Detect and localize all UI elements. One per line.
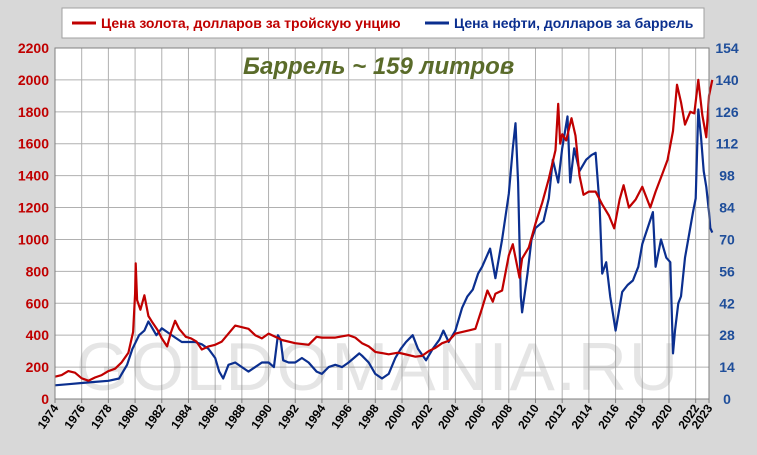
x-tick-label: 2014 (569, 401, 596, 431)
right-tick-label: 98 (719, 168, 735, 184)
right-axis-ticks: 0 14 28 42 56 70 84 98 112 126 140 154 (715, 40, 739, 407)
right-tick-label: 140 (715, 72, 739, 88)
legend-oil-label: Цена нефти, долларов за баррель (454, 15, 694, 31)
x-tick-label: 1976 (61, 401, 88, 431)
left-tick-label: 800 (26, 263, 50, 279)
x-tick-label: 2006 (462, 401, 489, 431)
x-tick-label: 1980 (115, 401, 142, 431)
right-tick-label: 28 (719, 327, 735, 343)
right-tick-label: 154 (715, 40, 739, 56)
x-tick-label: 1994 (302, 401, 329, 431)
left-tick-label: 200 (26, 359, 50, 375)
right-tick-label: 56 (719, 263, 735, 279)
oil-price-line (54, 108, 714, 387)
x-tick-label: 1978 (88, 401, 115, 431)
legend-box (61, 7, 705, 39)
x-tick-label: 2000 (382, 401, 409, 431)
left-tick-label: 0 (41, 391, 49, 407)
series-layer (54, 78, 714, 387)
x-tick-label: 2020 (649, 401, 676, 431)
left-tick-label: 400 (26, 327, 50, 343)
left-tick-label: 1000 (18, 231, 49, 247)
left-tick-label: 1800 (18, 104, 49, 120)
x-tick-label: 2018 (622, 401, 649, 431)
right-tick-label: 126 (715, 104, 739, 120)
right-tick-label: 70 (719, 231, 735, 247)
x-tick-label: 1986 (195, 401, 222, 431)
x-tick-label: 2012 (542, 401, 569, 431)
x-tick-label: 1998 (355, 401, 382, 431)
x-tick-label: 1990 (248, 401, 275, 431)
x-tick-label: 1974 (35, 401, 62, 431)
gold-price-line (54, 78, 714, 382)
x-tick-label: 2008 (488, 401, 515, 431)
right-tick-label: 0 (723, 391, 731, 407)
x-tick-label: 1992 (275, 401, 302, 431)
left-axis-ticks: 0 200 400 600 800 1000 1200 1400 1600 1800 2000 220… (18, 40, 49, 407)
left-tick-label: 1400 (18, 168, 49, 184)
x-tick-label: 1984 (168, 401, 195, 431)
watermark: GOLDOMANIA.RU (76, 329, 680, 405)
plot-border (54, 47, 710, 400)
left-tick-label: 1600 (18, 136, 49, 152)
barrel-note: Баррель ~ 159 литров (243, 53, 514, 80)
x-tick-label: 1982 (141, 401, 168, 431)
right-tick-label: 84 (719, 200, 735, 216)
x-tick-label: 2010 (515, 401, 542, 431)
left-tick-label: 2200 (18, 40, 49, 56)
x-tick-label: 2016 (595, 401, 622, 431)
x-tick-label: 2002 (408, 401, 435, 431)
legend-gold-label: Цена золота, долларов за тройскую унцию (101, 15, 401, 31)
x-tick-label: 1996 (328, 401, 355, 431)
right-tick-label: 14 (719, 359, 735, 375)
left-tick-label: 1200 (18, 200, 49, 216)
left-tick-label: 600 (26, 295, 50, 311)
x-tick-label: 2004 (435, 401, 462, 431)
right-tick-label: 42 (719, 295, 735, 311)
x-tick-label: 1988 (222, 401, 249, 431)
gridlines (54, 47, 710, 400)
left-tick-label: 2000 (18, 72, 49, 88)
right-tick-label: 112 (716, 136, 739, 152)
